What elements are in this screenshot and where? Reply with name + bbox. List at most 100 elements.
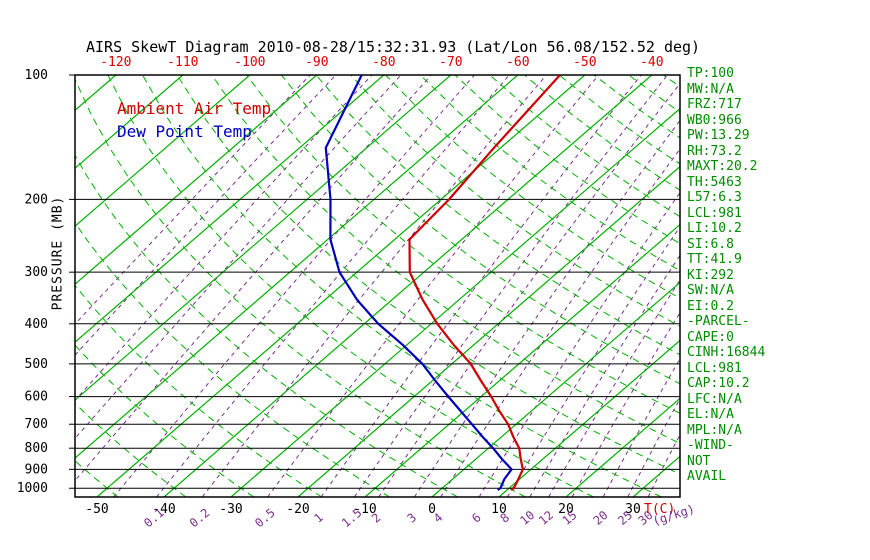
stat-line: CAPE:0 [687, 329, 734, 345]
top-temp-tick-label: -40 [640, 55, 663, 70]
mixing-ratio-line [602, 357, 680, 497]
isotherm-line [75, 75, 251, 228]
pressure-tick-label: 700 [25, 417, 48, 432]
stat-line: KI:292 [687, 267, 734, 283]
isotherm-line [431, 281, 680, 497]
temperature-unit-label: T(C) [644, 502, 676, 517]
chart-title: AIRS SkewT Diagram 2010-08-28/15:32:31.9… [86, 38, 701, 56]
bottom-temp-tick-label: 10 [491, 502, 507, 517]
plot-border [74, 74, 681, 498]
stat-line: RH:73.2 [687, 143, 742, 159]
stat-line: MW:N/A [687, 81, 734, 97]
mixing-ratio-tick-label: 0.5 [252, 506, 278, 531]
isotherm-line [565, 397, 680, 497]
isotherm-line [163, 75, 653, 497]
mixing-ratio-tick-label: 12 [536, 508, 556, 528]
mixing-ratio-line [156, 75, 510, 497]
bottom-temp-tick-label: 0 [428, 502, 436, 517]
isotherm-line [498, 339, 680, 497]
stat-line: AVAIL [687, 469, 727, 484]
mixing-ratio-tick-label: 20 [591, 508, 611, 528]
bottom-temp-tick-label: 20 [558, 502, 574, 517]
stat-line: SI:6.8 [687, 236, 734, 252]
isotherm-line [75, 75, 318, 285]
bottom-temp-tick-label: -30 [219, 502, 242, 517]
mixing-ratio-tick-label: 8 [498, 510, 513, 525]
dry-adiabat-line [211, 75, 680, 444]
isotherm-line [0, 75, 49, 497]
mixing-ratio-line [627, 397, 680, 497]
pressure-tick-label: 400 [25, 317, 48, 332]
dry-adiabat-line [75, 344, 255, 497]
stat-line: CINH:16844 [687, 345, 766, 360]
pressure-tick-label: 600 [25, 390, 48, 405]
stat-line: MAXT:20.2 [687, 159, 758, 174]
stat-line: LCL:981 [687, 360, 742, 376]
dry-adiabat-line [75, 154, 458, 497]
stat-line: LFC:N/A [687, 391, 742, 407]
isotherm-line [75, 75, 184, 170]
isotherm-line [75, 75, 385, 343]
mixing-ratio-line [571, 311, 680, 497]
top-temp-tick-label: -90 [305, 55, 328, 70]
mixing-ratio-line [267, 75, 599, 497]
top-temp-tick-label: -120 [100, 55, 131, 70]
dry-adiabat-line [75, 284, 323, 497]
stat-line: TH:5463 [687, 174, 742, 190]
dry-adiabat-line [281, 75, 680, 385]
pressure-tick-label: 500 [25, 357, 48, 372]
dry-adiabat-line [107, 75, 594, 497]
mixing-ratio-tick-label: 6 [469, 510, 484, 525]
dry-adiabat-line [0, 75, 50, 497]
top-temp-tick-label: -100 [234, 55, 265, 70]
stat-line: -WIND- [687, 438, 734, 453]
isotherm-line [230, 107, 680, 497]
bottom-temp-tick-label: -10 [353, 502, 376, 517]
top-temp-tick-label: -110 [167, 55, 198, 70]
mixing-ratio-line [113, 75, 475, 497]
mixing-ratio-line [353, 75, 668, 497]
dry-adiabat-line [142, 75, 662, 497]
mixing-ratio-tick-label: 2 [369, 510, 384, 525]
dry-adiabat-line [350, 75, 680, 327]
stat-line: TP:100 [687, 66, 734, 81]
stat-line: SW:N/A [687, 283, 734, 298]
bottom-temp-tick-label: -20 [286, 502, 309, 517]
bottom-temp-tick-label: 30 [625, 502, 641, 517]
pressure-tick-label: 1000 [17, 481, 48, 496]
mixing-ratio-line [548, 279, 680, 497]
dry-adiabat-line [75, 402, 187, 497]
mixing-ratio-tick-label: 10 [517, 508, 537, 528]
stat-line: CAP:10.2 [687, 376, 750, 391]
dry-adiabat-line [315, 75, 680, 356]
isotherm-line [75, 75, 519, 459]
stat-line: WB0:966 [687, 112, 742, 128]
mixing-ratio-line [201, 75, 547, 497]
stat-line: -PARCEL- [687, 314, 750, 329]
stats-panel: TP:100 MW:N/A FRZ:717 WB0:966 PW:13.29 RH:73.… [687, 66, 765, 485]
dry-adiabat-line [176, 75, 680, 475]
stat-line: LI:10.2 [687, 221, 742, 236]
mixing-ratio-line [75, 75, 373, 402]
top-temp-tick-label: -60 [506, 55, 529, 70]
pressure-tick-label: 100 [25, 68, 48, 83]
pressure-tick-label: 800 [25, 441, 48, 456]
stat-line: NOT [687, 453, 711, 469]
mixing-ratio-line [478, 191, 680, 497]
pressure-tick-label: 900 [25, 462, 48, 477]
isotherm-line [364, 223, 680, 497]
top-temp-tick-label: -70 [439, 55, 462, 70]
bottom-temp-tick-label: -50 [85, 502, 108, 517]
stat-line: LCL:981 [687, 205, 742, 221]
mixing-ratio-line [320, 75, 642, 497]
dry-adiabat-line [75, 78, 526, 497]
stat-line: PW:13.29 [687, 128, 750, 143]
dry-adiabat-line [385, 75, 680, 299]
mixing-ratio-tick-label: 4 [431, 510, 446, 525]
top-temp-tick-label: -50 [573, 55, 596, 70]
mixing-ratio-line [75, 75, 402, 440]
mixing-ratio-line [529, 254, 680, 497]
mixing-ratio-tick-label: 3 [405, 510, 420, 525]
